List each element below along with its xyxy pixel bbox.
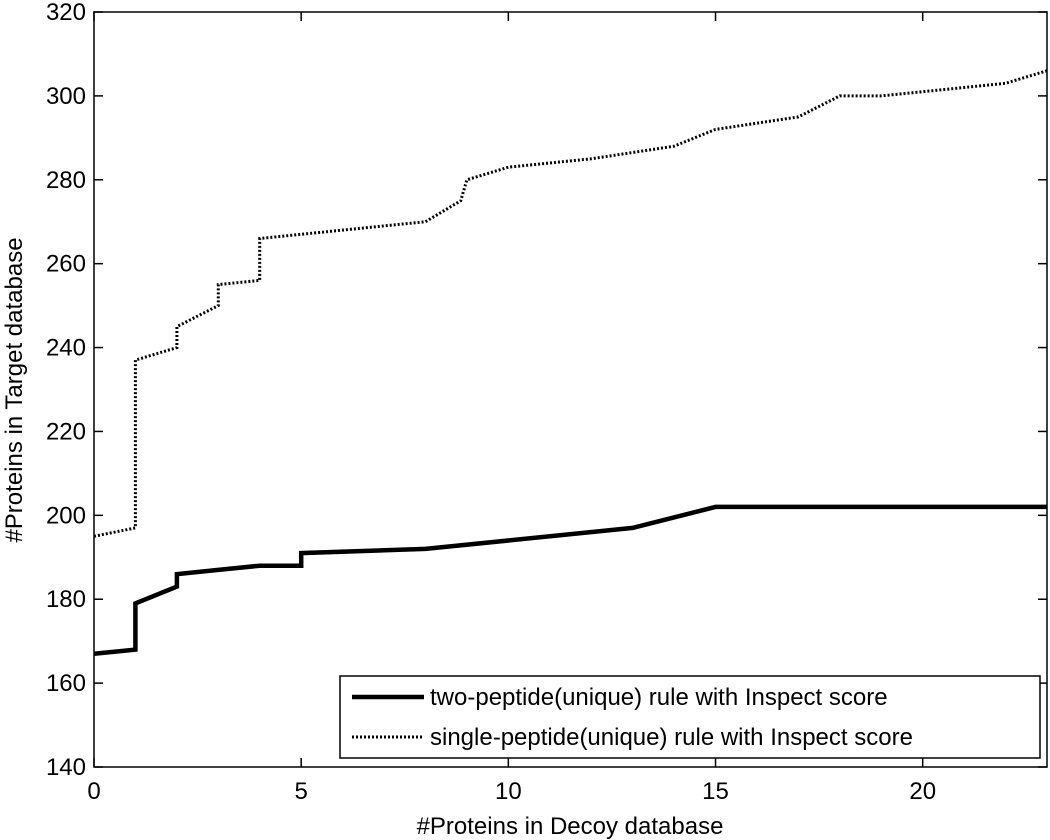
x-tick-label: 5 <box>294 778 307 805</box>
series-line-two-peptide <box>93 504 1047 657</box>
y-tick-label: 240 <box>46 335 86 362</box>
legend-entry-single-peptide: single-peptide(unique) rule with Inspect… <box>430 724 913 751</box>
y-axis-label: #Proteins in Target database <box>1 237 28 542</box>
x-tick-label: 20 <box>909 778 936 805</box>
series-line-single-peptide <box>93 69 1048 538</box>
x-tick-label: 10 <box>495 778 522 805</box>
legend-entry-two-peptide: two-peptide(unique) rule with Inspect sc… <box>430 684 888 711</box>
legend-box <box>339 675 1041 759</box>
x-tick-labels: 0 5 10 15 20 <box>87 778 936 805</box>
x-axis-label: #Proteins in Decoy database <box>417 813 724 840</box>
y-tick-label: 300 <box>46 83 86 110</box>
y-tick-label: 140 <box>46 754 86 781</box>
plot-background <box>94 12 1047 767</box>
y-tick-label: 320 <box>46 0 86 26</box>
legend: two-peptide(unique) rule with Inspect sc… <box>339 675 1041 759</box>
y-tick-labels: 140 160 180 200 220 240 260 280 300 320 <box>46 0 86 781</box>
y-tick-label: 200 <box>46 502 86 529</box>
y-tick-label: 220 <box>46 418 86 445</box>
series-layer <box>93 69 1048 657</box>
plot-frame <box>93 11 1048 768</box>
y-tick-label: 160 <box>46 670 86 697</box>
x-tick-label: 15 <box>702 778 729 805</box>
y-tick-label: 180 <box>46 586 86 613</box>
x-tick-label: 0 <box>87 778 100 805</box>
y-tick-label: 260 <box>46 251 86 278</box>
y-tick-label: 280 <box>46 167 86 194</box>
